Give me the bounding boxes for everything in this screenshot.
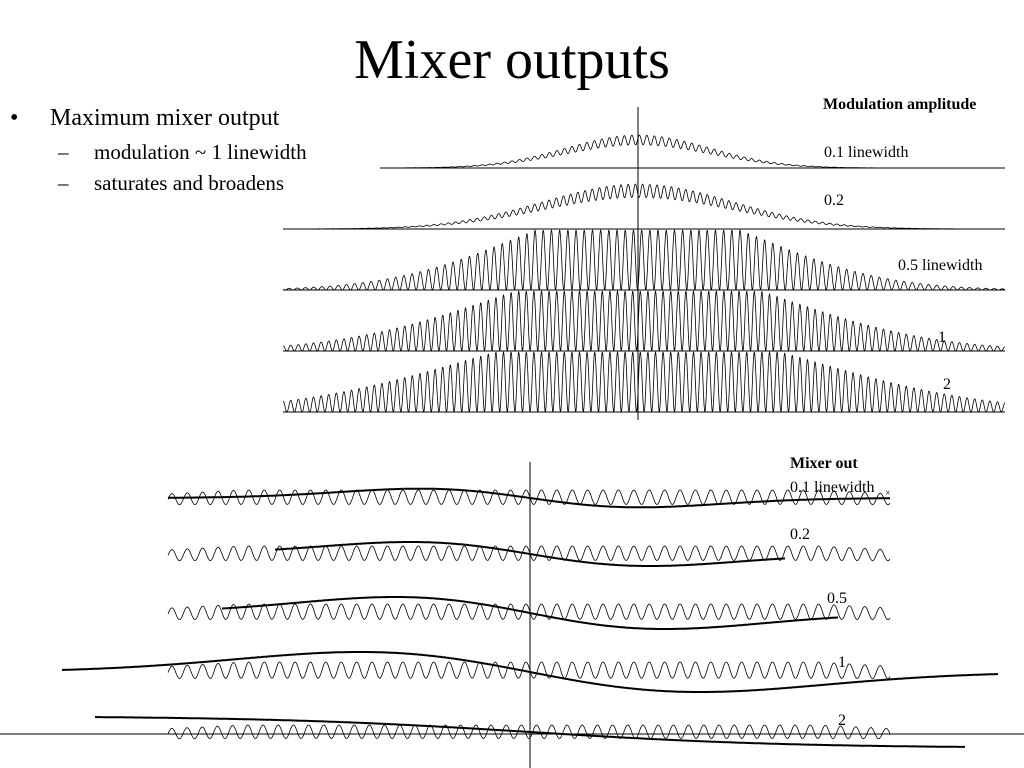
upper-label-1: 0.2 — [824, 192, 844, 209]
lower-bold-curve — [95, 716, 965, 748]
lower-oscillation — [167, 661, 891, 679]
upper-trace — [282, 351, 1006, 413]
lower-traces — [0, 462, 1024, 768]
upper-trace — [380, 134, 1005, 169]
lower-bold-curve — [168, 487, 890, 509]
lower-bold-curve — [274, 541, 786, 567]
sub-bullet-mark: – — [58, 171, 69, 195]
upper-trace — [282, 229, 1006, 291]
lower-heading: Mixer out — [790, 455, 858, 472]
upper-label-0: 0.1 linewidth — [824, 144, 908, 161]
lower-panel: Mixer out 0.1 linewidth × 0.2 0.5 1 2 — [0, 455, 1024, 768]
sub-bullet-modulation: – modulation ~ 1 linewidth — [58, 137, 307, 167]
sub-bullet-saturates: – saturates and broadens — [58, 168, 284, 198]
lower-label-1: 0.2 — [790, 526, 810, 543]
extra-mark: × — [885, 488, 891, 499]
lower-label-4: 2 — [838, 712, 846, 729]
lower-oscillation — [167, 603, 891, 621]
lower-oscillation — [167, 545, 891, 562]
upper-label-4: 2 — [943, 376, 951, 393]
lower-label-3: 1 — [838, 654, 846, 671]
lower-bold-curve — [222, 596, 838, 630]
slide-title: Mixer outputs — [354, 29, 670, 91]
upper-panel: Modulation amplitude 0.1 linewidth 0.2 0… — [282, 96, 1006, 420]
lower-oscillation — [167, 489, 891, 506]
upper-trace — [283, 183, 1005, 230]
sub-bullet-mark: – — [58, 140, 69, 164]
upper-label-3: 1 — [938, 329, 946, 346]
upper-trace — [282, 290, 1006, 352]
upper-label-2: 0.5 linewidth — [898, 257, 982, 274]
upper-traces — [282, 107, 1006, 420]
lower-bold-curve — [62, 651, 998, 693]
bullet-mark: • — [10, 105, 19, 131]
bullet-text: Maximum mixer output — [50, 105, 280, 131]
sub-bullet-text: modulation ~ 1 linewidth — [94, 140, 307, 164]
lower-oscillation — [167, 724, 891, 740]
lower-label-0: 0.1 linewidth — [790, 479, 874, 496]
bullet-maximum-mixer-output: • Maximum mixer output — [10, 103, 279, 133]
lower-label-2: 0.5 — [827, 590, 847, 607]
sub-bullet-text: saturates and broadens — [94, 171, 285, 195]
upper-heading: Modulation amplitude — [823, 96, 976, 113]
